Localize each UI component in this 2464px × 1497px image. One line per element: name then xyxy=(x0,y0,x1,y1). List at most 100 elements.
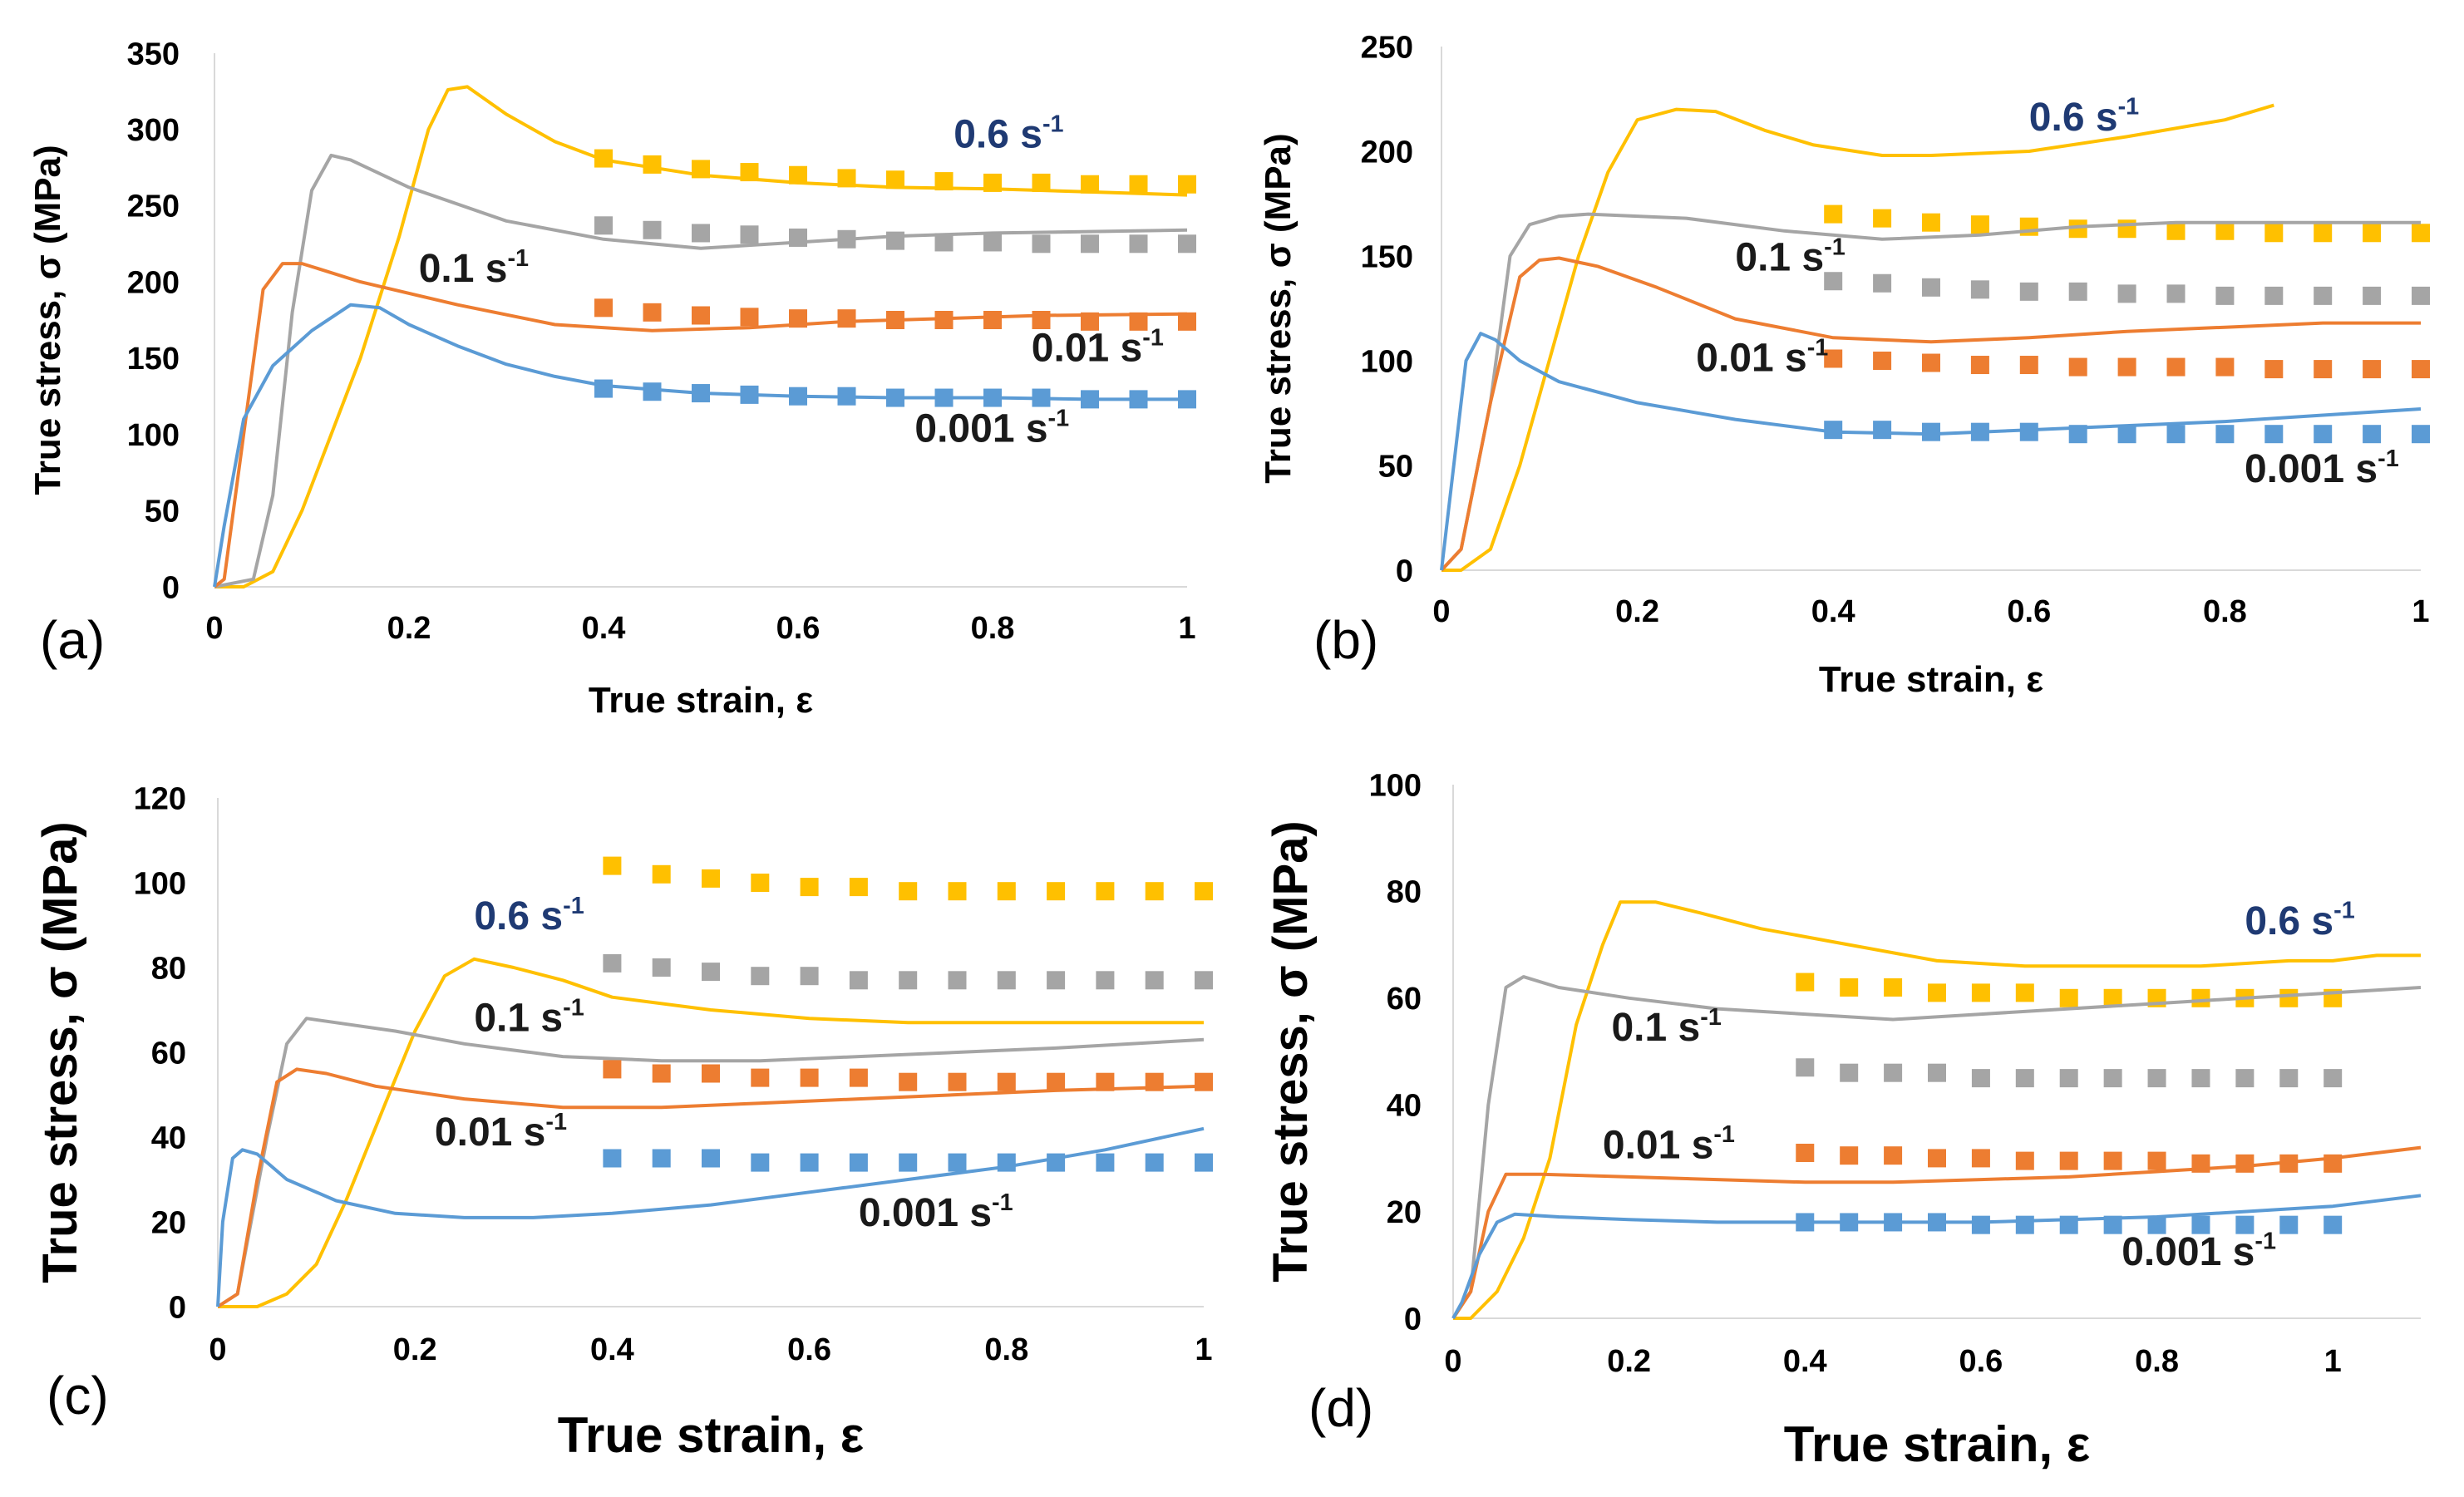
data-point-marker xyxy=(789,228,807,247)
y-tick-label: 40 xyxy=(151,1120,186,1155)
y-axis-title: True stress, σ (MPa) xyxy=(33,821,87,1283)
data-point-marker xyxy=(1195,971,1213,990)
data-point-marker xyxy=(2314,286,2333,305)
y-tick-label: 40 xyxy=(1387,1089,1422,1124)
rate-base: 0.1 s xyxy=(474,997,563,1041)
series-0-1-s-1 xyxy=(214,153,1196,588)
strain-rate-label: 0.01 s-1 xyxy=(435,1109,567,1155)
data-point-marker xyxy=(1195,1072,1213,1091)
series-line xyxy=(213,303,1187,588)
data-point-marker xyxy=(1884,1146,1903,1165)
data-point-marker xyxy=(2117,284,2136,303)
data-point-marker xyxy=(899,1153,918,1172)
strain-rate-label: 0.01 s-1 xyxy=(1603,1121,1735,1167)
strain-rate-label: 0.1 s-1 xyxy=(1735,234,1845,279)
data-point-marker xyxy=(2103,1215,2122,1234)
data-point-marker xyxy=(652,1149,671,1168)
data-point-marker xyxy=(1970,215,1989,234)
y-tick-label: 250 xyxy=(127,190,180,224)
series-0-001-s-1 xyxy=(1451,1194,2422,1319)
y-axis-title: True stress, σ (MPa) xyxy=(27,145,68,495)
rate-base: 0.01 s xyxy=(435,1110,545,1155)
rate-base: 0.01 s xyxy=(1696,337,1806,381)
data-point-marker xyxy=(886,170,904,190)
data-point-marker xyxy=(2117,425,2136,444)
y-tick-label: 100 xyxy=(134,866,186,901)
data-point-marker xyxy=(2103,1069,2122,1088)
data-point-marker xyxy=(2015,983,2034,1002)
data-point-marker xyxy=(2363,425,2382,444)
data-point-marker xyxy=(1032,388,1051,407)
data-point-marker xyxy=(594,298,613,318)
data-point-marker xyxy=(692,384,710,403)
data-point-marker xyxy=(886,388,904,407)
data-point-marker xyxy=(2191,1154,2210,1173)
data-point-marker xyxy=(886,311,904,329)
data-point-marker xyxy=(1928,1149,1946,1168)
x-tick-label: 0.6 xyxy=(2007,594,2051,629)
data-point-marker xyxy=(1145,882,1164,901)
data-point-marker xyxy=(1884,1063,1903,1082)
y-axis-title: True stress, σ (MPa) xyxy=(1258,133,1299,483)
rate-exponent: -1 xyxy=(2255,1229,2276,1255)
data-point-marker xyxy=(692,160,710,179)
data-point-marker xyxy=(2412,224,2430,243)
data-point-marker xyxy=(934,233,954,252)
data-point-marker xyxy=(899,1072,918,1091)
data-point-marker xyxy=(1178,234,1196,254)
rate-exponent: -1 xyxy=(1713,1121,1735,1148)
data-point-marker xyxy=(2235,1154,2255,1173)
y-tick-label: 300 xyxy=(127,113,180,148)
strain-rate-label: 0.6 s-1 xyxy=(2245,898,2354,943)
strain-rate-label: 0.1 s-1 xyxy=(474,994,584,1040)
series-0-01-s-1 xyxy=(213,262,1196,588)
y-tick-label: 0 xyxy=(162,570,180,605)
data-point-marker xyxy=(800,1153,819,1172)
panel-label: (d) xyxy=(1308,1378,1373,1438)
data-point-marker xyxy=(2166,357,2186,377)
rate-exponent: -1 xyxy=(2333,898,2355,924)
data-point-marker xyxy=(1145,1072,1164,1091)
series-0-6-s-1 xyxy=(214,85,1196,588)
panel-label: (b) xyxy=(1313,610,1378,670)
data-point-marker xyxy=(1928,1063,1946,1082)
data-point-marker xyxy=(983,311,1002,329)
data-point-marker xyxy=(2059,1069,2078,1088)
data-point-marker xyxy=(997,882,1016,901)
data-point-marker xyxy=(2215,357,2235,377)
data-point-marker xyxy=(2068,425,2087,444)
data-point-marker xyxy=(2015,1069,2034,1088)
data-point-marker xyxy=(740,225,759,244)
y-tick-label: 60 xyxy=(1387,982,1422,1017)
data-point-marker xyxy=(1971,983,1990,1002)
data-point-marker xyxy=(837,169,856,188)
y-tick-label: 60 xyxy=(151,1036,186,1071)
x-tick-label: 1 xyxy=(1195,1332,1212,1367)
data-point-marker xyxy=(1840,1063,1859,1082)
data-point-marker xyxy=(751,874,770,892)
data-point-marker xyxy=(2279,1154,2299,1173)
data-point-marker xyxy=(1032,234,1051,254)
rate-base: 0.001 s xyxy=(2122,1230,2255,1274)
x-tick-label: 0 xyxy=(1432,594,1450,629)
data-point-marker xyxy=(2015,1151,2034,1170)
data-point-marker xyxy=(2264,360,2284,379)
x-tick-label: 0.4 xyxy=(1811,594,1855,629)
rate-exponent: -1 xyxy=(563,994,584,1021)
data-point-marker xyxy=(1081,390,1099,409)
data-point-marker xyxy=(2191,1069,2210,1088)
y-tick-label: 80 xyxy=(1387,875,1422,910)
y-tick-label: 200 xyxy=(127,265,180,300)
strain-rate-label: 0.001 s-1 xyxy=(914,406,1069,451)
y-tick-label: 0 xyxy=(1396,554,1413,588)
rate-base: 0.1 s xyxy=(419,247,508,291)
data-point-marker xyxy=(2117,357,2136,377)
data-point-marker xyxy=(2363,286,2382,305)
rate-exponent: -1 xyxy=(1824,234,1846,260)
x-axis-title: True strain, ε xyxy=(589,680,813,721)
data-point-marker xyxy=(692,224,710,243)
y-tick-label: 250 xyxy=(1361,30,1413,65)
data-point-marker xyxy=(1970,280,1989,299)
data-point-marker xyxy=(2117,219,2136,239)
